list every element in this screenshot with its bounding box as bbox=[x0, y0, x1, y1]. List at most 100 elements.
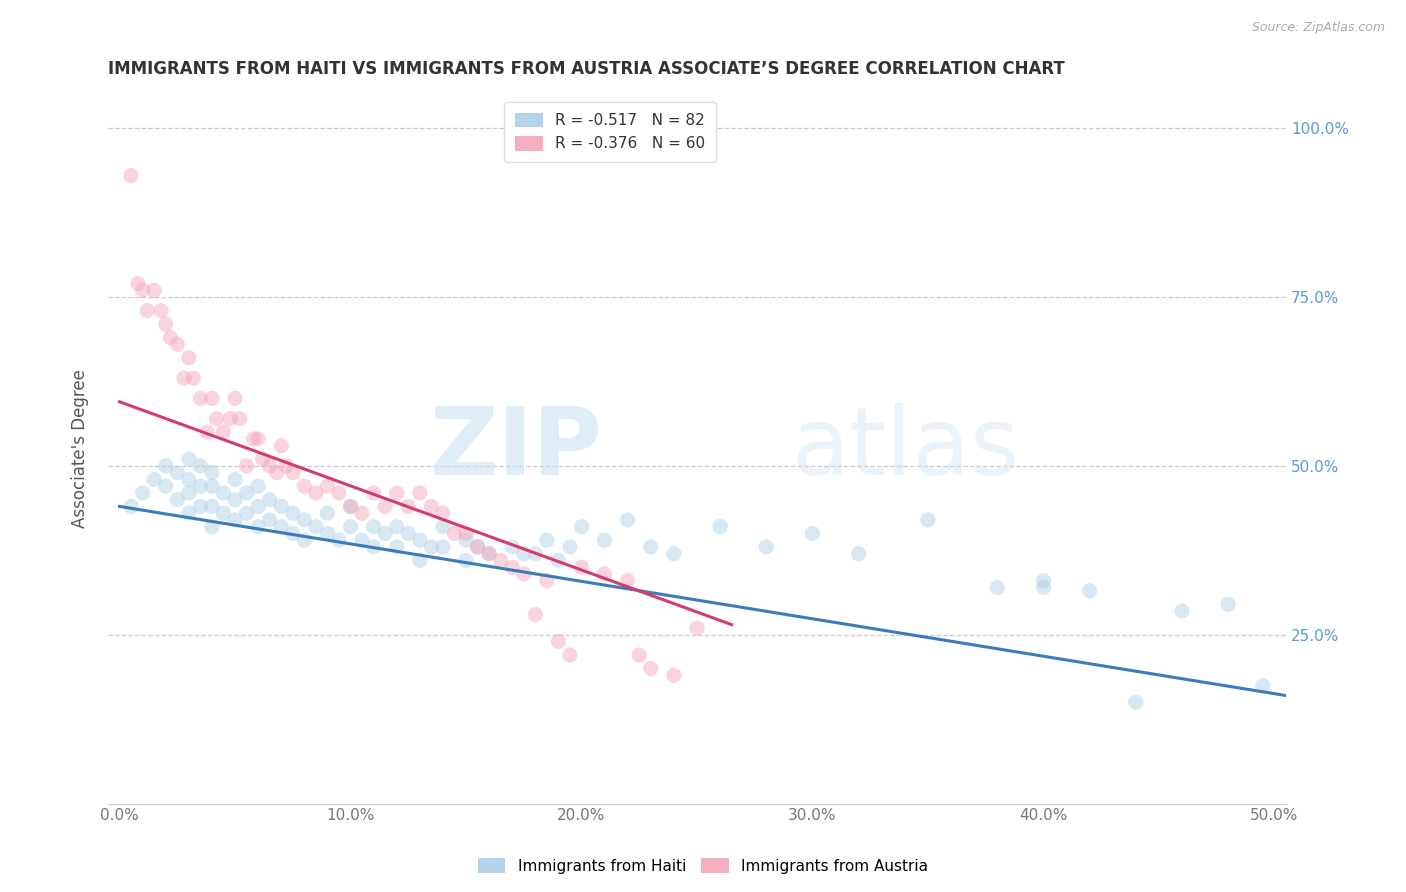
Point bbox=[396, 526, 419, 541]
Point bbox=[986, 581, 1008, 595]
Point bbox=[201, 392, 224, 406]
Point bbox=[177, 506, 200, 520]
Point bbox=[316, 526, 339, 541]
Point bbox=[212, 506, 235, 520]
Point bbox=[242, 432, 264, 446]
Point bbox=[686, 621, 709, 635]
Point bbox=[190, 392, 212, 406]
Point bbox=[259, 492, 281, 507]
Point bbox=[662, 547, 685, 561]
Point bbox=[385, 540, 408, 554]
Point bbox=[1078, 583, 1101, 598]
Legend: Immigrants from Haiti, Immigrants from Austria: Immigrants from Haiti, Immigrants from A… bbox=[472, 852, 934, 880]
Point bbox=[131, 283, 153, 297]
Point bbox=[292, 513, 315, 527]
Point bbox=[143, 283, 166, 297]
Point bbox=[281, 506, 304, 520]
Point bbox=[755, 540, 778, 554]
Point bbox=[420, 540, 443, 554]
Point bbox=[228, 411, 250, 425]
Point bbox=[328, 533, 350, 548]
Point bbox=[513, 547, 536, 561]
Point bbox=[467, 540, 489, 554]
Point bbox=[177, 472, 200, 486]
Point bbox=[593, 566, 616, 581]
Point bbox=[616, 513, 638, 527]
Point bbox=[235, 506, 257, 520]
Point bbox=[259, 458, 281, 473]
Point bbox=[131, 486, 153, 500]
Point bbox=[120, 500, 142, 514]
Point bbox=[224, 392, 246, 406]
Point bbox=[363, 540, 385, 554]
Point bbox=[183, 371, 205, 385]
Point bbox=[177, 452, 200, 467]
Point bbox=[662, 668, 685, 682]
Point bbox=[385, 486, 408, 500]
Point bbox=[143, 472, 166, 486]
Point bbox=[235, 486, 257, 500]
Point bbox=[467, 540, 489, 554]
Point bbox=[328, 486, 350, 500]
Point bbox=[266, 466, 288, 480]
Point bbox=[363, 519, 385, 533]
Point bbox=[1125, 695, 1147, 709]
Point bbox=[136, 303, 159, 318]
Point bbox=[848, 547, 870, 561]
Point bbox=[201, 519, 224, 533]
Point bbox=[316, 506, 339, 520]
Point bbox=[616, 574, 638, 588]
Point bbox=[409, 533, 432, 548]
Point bbox=[374, 500, 396, 514]
Point bbox=[339, 500, 361, 514]
Legend: R = -0.517   N = 82, R = -0.376   N = 60: R = -0.517 N = 82, R = -0.376 N = 60 bbox=[505, 102, 716, 162]
Point bbox=[571, 560, 593, 574]
Text: atlas: atlas bbox=[792, 403, 1019, 495]
Point bbox=[1171, 604, 1194, 618]
Point bbox=[159, 330, 181, 344]
Point bbox=[409, 553, 432, 567]
Point bbox=[120, 169, 142, 183]
Point bbox=[247, 500, 270, 514]
Point bbox=[166, 466, 188, 480]
Point bbox=[513, 566, 536, 581]
Point bbox=[195, 425, 218, 439]
Point bbox=[201, 466, 224, 480]
Point bbox=[547, 553, 569, 567]
Point bbox=[420, 500, 443, 514]
Point bbox=[454, 526, 477, 541]
Point bbox=[709, 519, 731, 533]
Point bbox=[1032, 574, 1054, 588]
Point bbox=[478, 547, 501, 561]
Point bbox=[247, 479, 270, 493]
Point bbox=[432, 540, 454, 554]
Point bbox=[212, 425, 235, 439]
Point bbox=[190, 458, 212, 473]
Point bbox=[173, 371, 195, 385]
Point bbox=[558, 648, 581, 662]
Point bbox=[443, 526, 465, 541]
Point bbox=[454, 533, 477, 548]
Point bbox=[305, 519, 328, 533]
Point bbox=[501, 540, 523, 554]
Point bbox=[489, 553, 512, 567]
Point bbox=[281, 526, 304, 541]
Point bbox=[166, 337, 188, 351]
Point bbox=[155, 458, 177, 473]
Point bbox=[201, 479, 224, 493]
Point bbox=[201, 500, 224, 514]
Point bbox=[155, 317, 177, 331]
Point bbox=[478, 547, 501, 561]
Point bbox=[177, 486, 200, 500]
Point bbox=[316, 479, 339, 493]
Point bbox=[432, 519, 454, 533]
Point bbox=[801, 526, 824, 541]
Point bbox=[396, 500, 419, 514]
Point bbox=[155, 479, 177, 493]
Point bbox=[352, 506, 374, 520]
Point bbox=[150, 303, 173, 318]
Y-axis label: Associate's Degree: Associate's Degree bbox=[72, 369, 89, 528]
Point bbox=[270, 500, 292, 514]
Point bbox=[432, 506, 454, 520]
Point bbox=[558, 540, 581, 554]
